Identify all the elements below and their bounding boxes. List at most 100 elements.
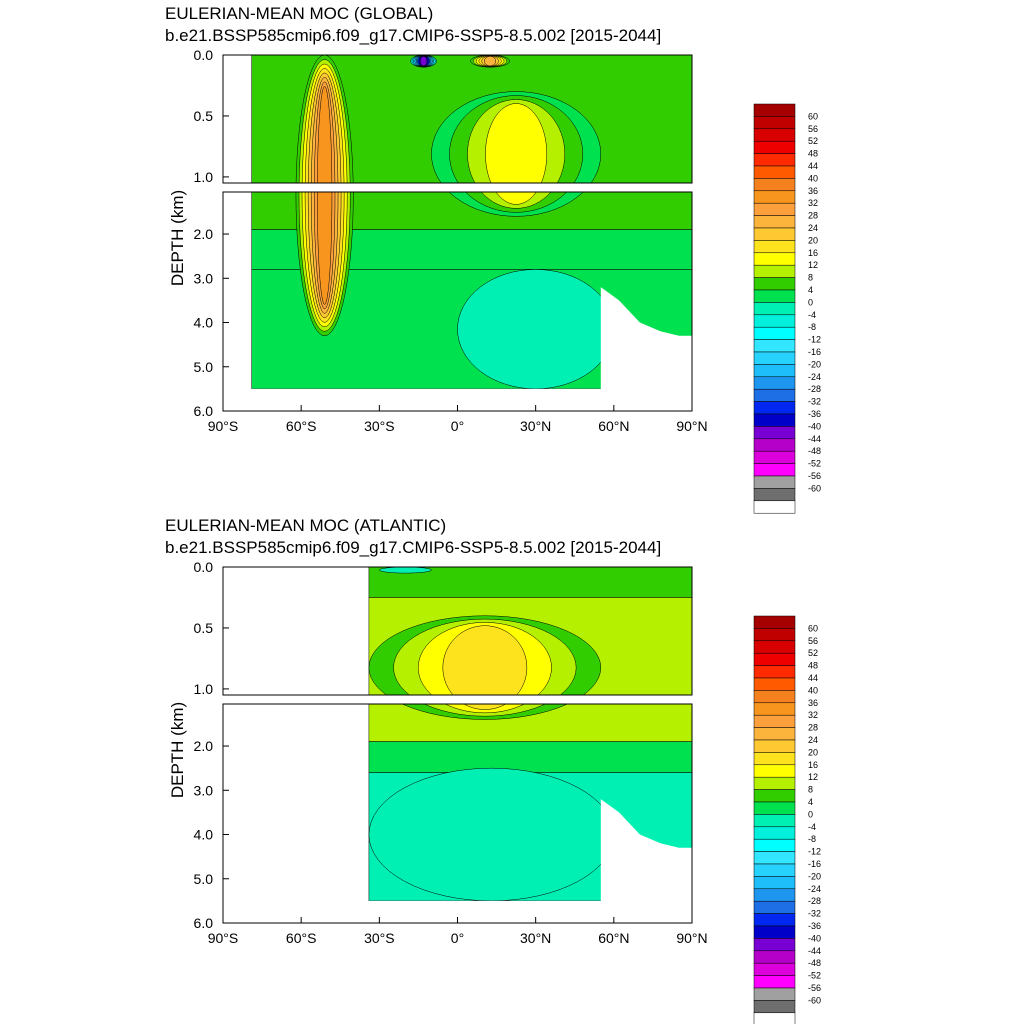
colorbar-cell [753,240,796,254]
colorbar-label: 60 [808,623,818,633]
colorbar-cell [753,488,796,502]
moc-panel-atlantic: EULERIAN-MEAN MOC (ATLANTIC) b.e21.BSSP58… [165,516,821,1024]
colorbar-cell [753,628,796,642]
y-tick-label: 0.5 [194,108,214,124]
colorbar-label: 28 [808,723,818,733]
colorbar-label: -36 [808,921,821,931]
land-mask [223,388,692,411]
colorbar-label: 36 [808,186,818,196]
colorbar-label: -40 [808,933,821,943]
colorbar-label: 44 [808,673,818,683]
land-mask [223,900,692,923]
colorbar-cell [753,739,796,753]
colorbar-cell [753,975,796,989]
colorbar-cell [753,900,796,914]
colorbar-cell [753,202,796,216]
colorbar-label: 52 [808,136,818,146]
colorbar-label: 44 [808,161,818,171]
x-tick-label: 30°N [520,418,551,434]
colorbar-cell [753,1012,796,1024]
colorbar-label: 0 [808,809,813,819]
contour-feature [368,767,615,902]
colorbar-cell [753,463,796,477]
colorbar-cell [753,165,796,179]
colorbar-cell [753,326,796,340]
colorbar-cell [753,962,796,976]
colorbar: 60565248444036322824201612840-4-8-12-16-… [753,103,821,514]
colorbar-cell [753,801,796,815]
colorbar-cell [753,314,796,328]
colorbar-label: 8 [808,273,813,283]
y-tick-label: 2.0 [194,226,214,242]
colorbar-cell [753,190,796,204]
colorbar-label: -48 [808,446,821,456]
colorbar-label: -52 [808,971,821,981]
colorbar-label: -24 [808,372,821,382]
contour-field [223,567,692,923]
colorbar-cell [753,252,796,266]
colorbar-cell [753,426,796,440]
colorbar-cell [753,215,796,229]
colorbar-cell [753,714,796,728]
upper-frame [222,566,693,696]
colorbar-cell [753,838,796,852]
x-tick-label: 60°S [286,418,317,434]
colorbar-label: -12 [808,335,821,345]
contour-feature [420,56,428,67]
colorbar-label: 56 [808,636,818,646]
colorbar-label: 28 [808,211,818,221]
land-mask [600,287,692,411]
colorbar-label: -4 [808,310,816,320]
colorbar-label: 0 [808,297,813,307]
colorbar-label: -52 [808,459,821,469]
land-mask [600,799,692,923]
colorbar-cell [753,153,796,167]
colorbar-cell [753,1000,796,1014]
colorbar-label: -56 [808,983,821,993]
y-axis-label: DEPTH (km) [168,190,187,286]
colorbar-label: -56 [808,471,821,481]
colorbar-label: 36 [808,698,818,708]
colorbar-label: -32 [808,909,821,919]
colorbar-label: -32 [808,397,821,407]
colorbar-label: 16 [808,248,818,258]
x-tick-label: 90°S [208,418,239,434]
x-tick-label: 90°N [676,418,707,434]
colorbar-label: -48 [808,958,821,968]
colorbar-label: -4 [808,822,816,832]
x-tick-label: 0° [451,930,464,946]
colorbar-label: -8 [808,834,816,844]
colorbar-cell [753,888,796,902]
colorbar-cell [753,764,796,778]
colorbar-cell [753,475,796,489]
colorbar-cell [753,665,796,679]
x-tick-label: 30°S [364,418,395,434]
chart-subtitle: b.e21.BSSP585cmip6.f09_g17.CMIP6-SSP5-8.… [165,538,661,557]
colorbar-label: 12 [808,260,818,270]
colorbar-cell [753,264,796,278]
colorbar-label: 40 [808,685,818,695]
y-tick-label: 0.0 [194,47,214,63]
colorbar-label: 12 [808,772,818,782]
colorbar-cell [753,702,796,716]
colorbar-label: -60 [808,483,821,493]
colorbar-cell [753,438,796,452]
chart-title: EULERIAN-MEAN MOC (ATLANTIC) [165,516,446,535]
colorbar-cell [753,116,796,130]
colorbar-label: -28 [808,384,821,394]
colorbar-cell [753,388,796,402]
colorbar-label: 20 [808,235,818,245]
upper-frame [222,54,693,184]
colorbar-label: -36 [808,409,821,419]
contour-feature [317,86,333,305]
colorbar-cell [753,302,796,316]
colorbar-cell [753,500,796,514]
colorbar-label: -16 [808,859,821,869]
colorbar-label: 40 [808,173,818,183]
x-tick-label: 60°N [598,418,629,434]
contour-feature [442,625,528,710]
colorbar-cell [753,950,796,964]
colorbar-cell [753,938,796,952]
y-tick-label: 2.0 [194,738,214,754]
colorbar-cell [753,339,796,353]
